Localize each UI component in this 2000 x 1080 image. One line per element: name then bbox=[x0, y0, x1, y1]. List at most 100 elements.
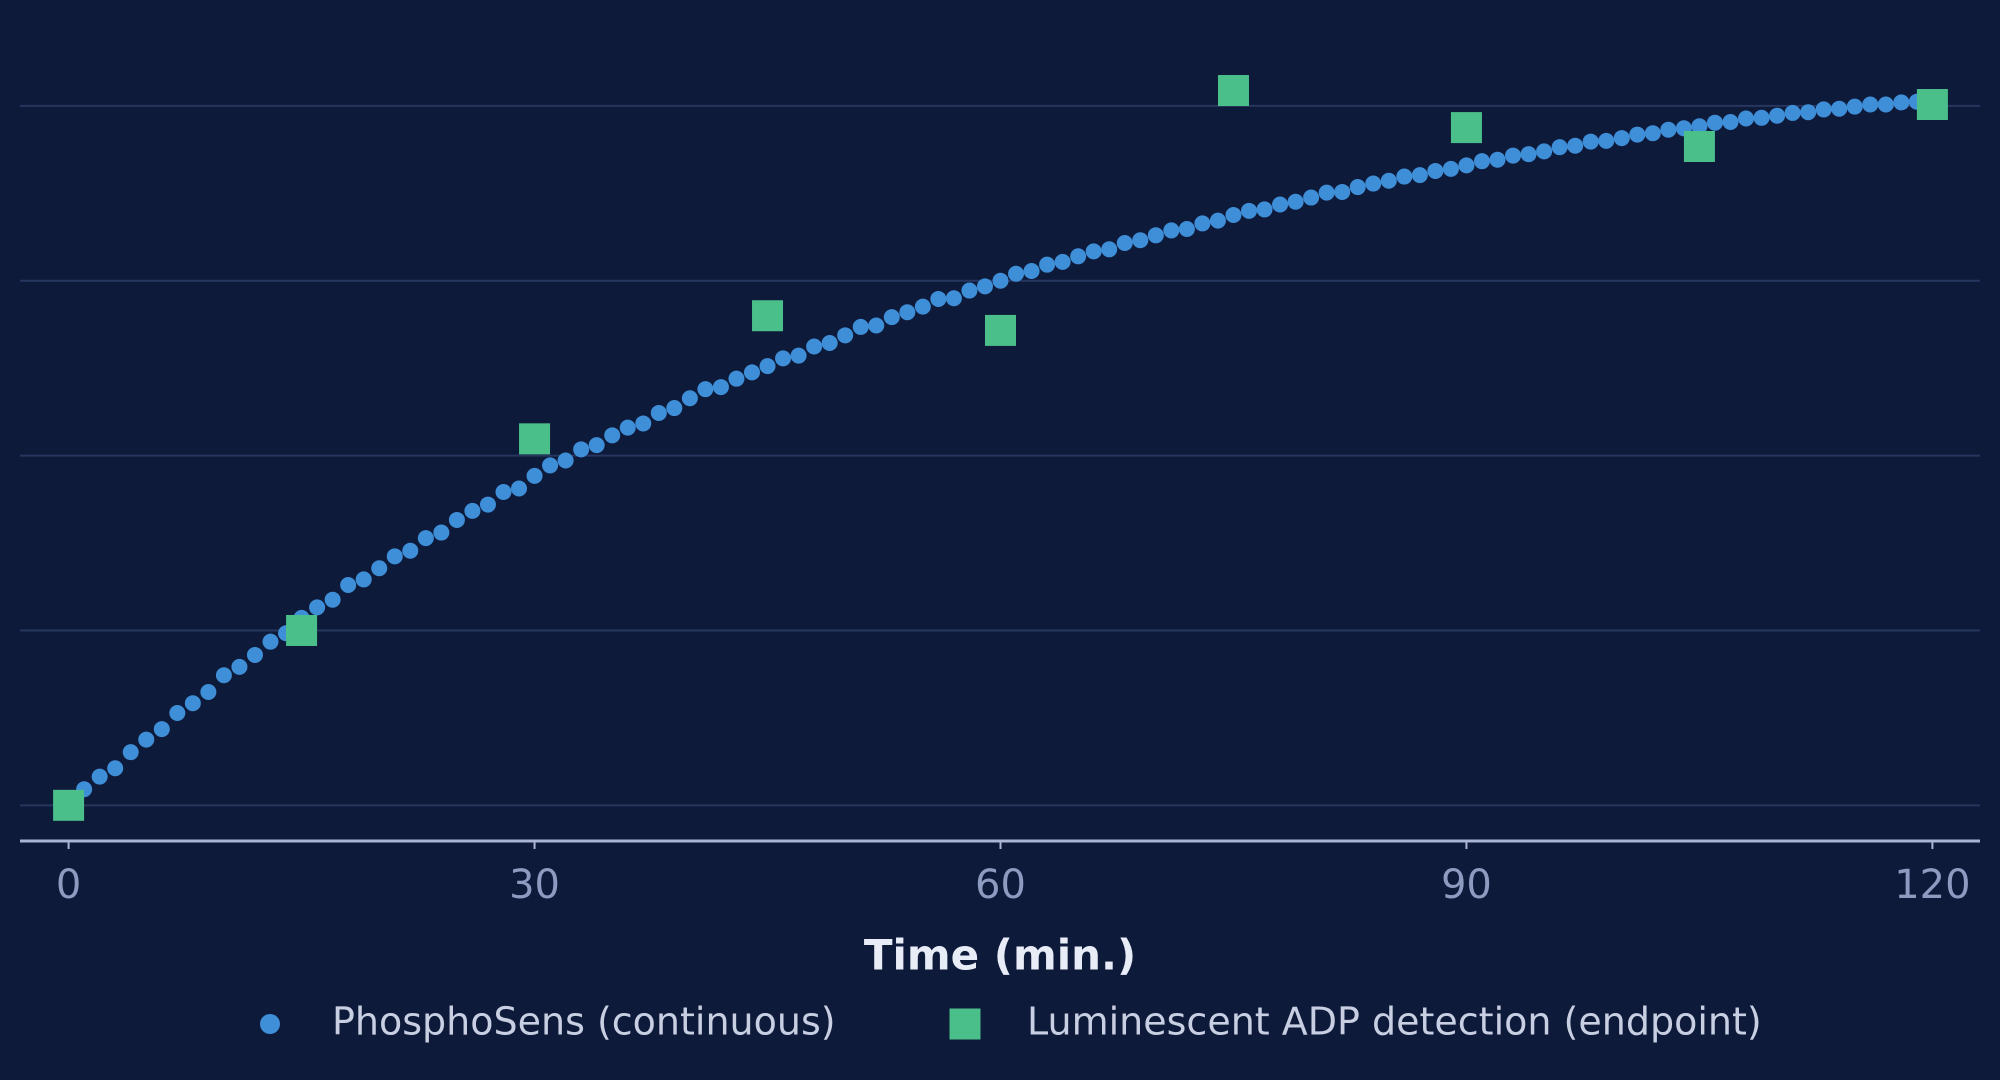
circle-point bbox=[588, 437, 605, 454]
circle-point bbox=[215, 667, 232, 684]
circle-point bbox=[417, 530, 434, 547]
circle-point bbox=[806, 338, 823, 355]
circle-point bbox=[1893, 94, 1910, 111]
circle-point bbox=[433, 524, 450, 541]
circle-point bbox=[961, 282, 978, 299]
circle-point bbox=[246, 646, 263, 663]
circle-point bbox=[1427, 162, 1444, 179]
circle-point bbox=[169, 705, 186, 722]
circle-point bbox=[1691, 118, 1708, 135]
square-point bbox=[1217, 75, 1249, 107]
circle-point bbox=[386, 548, 403, 565]
circle-point bbox=[262, 633, 279, 650]
circle-point bbox=[899, 304, 916, 321]
square-point bbox=[286, 614, 318, 646]
circle-point bbox=[355, 571, 372, 588]
circle-point bbox=[1489, 151, 1506, 168]
circle-point bbox=[666, 400, 683, 417]
circle-point bbox=[1225, 207, 1242, 224]
circle-point bbox=[914, 298, 931, 315]
circle-point bbox=[1598, 132, 1615, 149]
circle-point bbox=[821, 335, 838, 352]
square-point bbox=[519, 423, 551, 455]
circle-point bbox=[557, 452, 574, 469]
circle-point bbox=[1877, 96, 1894, 113]
circle-point bbox=[1815, 101, 1832, 118]
x-tick-label: 90 bbox=[1441, 862, 1492, 908]
circle-point bbox=[464, 502, 481, 519]
circle-point bbox=[1706, 114, 1723, 131]
circle-point bbox=[1396, 168, 1413, 185]
circle-point bbox=[883, 309, 900, 326]
circle-point bbox=[448, 511, 465, 528]
circle-point bbox=[1458, 157, 1475, 174]
circle-point bbox=[122, 744, 139, 761]
circle-point bbox=[1008, 265, 1025, 282]
circle-point bbox=[1054, 253, 1071, 270]
circle-point bbox=[1194, 215, 1211, 232]
circle-point bbox=[1442, 160, 1459, 177]
circle-point bbox=[697, 381, 714, 398]
circle-point bbox=[992, 272, 1009, 289]
circle-point bbox=[1256, 201, 1273, 218]
circle-point bbox=[1831, 100, 1848, 117]
circle-point bbox=[681, 390, 698, 407]
circle-point bbox=[200, 684, 217, 701]
circle-point bbox=[743, 364, 760, 381]
circle-point bbox=[402, 542, 419, 559]
legend-label: Luminescent ADP detection (endpoint) bbox=[1027, 1000, 1762, 1044]
circle-point bbox=[976, 278, 993, 295]
circle-point bbox=[1318, 184, 1335, 201]
circle-point bbox=[324, 591, 341, 608]
circle-point bbox=[1380, 172, 1397, 189]
circle-point bbox=[1629, 126, 1646, 143]
circle-point bbox=[573, 441, 590, 458]
square-point bbox=[985, 314, 1016, 346]
legend-label: PhosphoSens (continuous) bbox=[332, 1000, 836, 1044]
circle-point bbox=[1116, 234, 1133, 251]
circle-point bbox=[1070, 248, 1087, 265]
circle-point bbox=[1753, 109, 1770, 126]
circle-point bbox=[1023, 262, 1040, 279]
square-point bbox=[752, 300, 784, 332]
circle-point bbox=[1101, 241, 1118, 258]
circle-point bbox=[790, 347, 807, 364]
circle-point bbox=[1505, 147, 1522, 164]
circle-point bbox=[1334, 183, 1351, 200]
circle-point bbox=[1738, 110, 1755, 127]
circle-point bbox=[495, 483, 512, 500]
circle-point bbox=[1800, 104, 1817, 121]
circle-point bbox=[852, 318, 869, 335]
square-point bbox=[1450, 112, 1482, 144]
circle-point bbox=[728, 370, 745, 387]
circle-point bbox=[619, 419, 636, 436]
circle-point bbox=[1644, 125, 1661, 142]
circle-point bbox=[1085, 243, 1102, 260]
square-point bbox=[1683, 130, 1715, 162]
circle-point bbox=[930, 290, 947, 307]
circle-point bbox=[1567, 137, 1584, 154]
circle-point bbox=[1303, 189, 1320, 206]
circle-point bbox=[1147, 227, 1164, 244]
circle-point bbox=[1784, 104, 1801, 121]
x-axis-title: Time (min.) bbox=[864, 931, 1136, 980]
circle-point bbox=[1272, 196, 1289, 213]
circle-point bbox=[511, 480, 528, 497]
circle-point bbox=[1536, 143, 1553, 160]
x-tick-label: 0 bbox=[56, 862, 81, 908]
circle-point bbox=[1365, 175, 1382, 192]
circle-point bbox=[1349, 179, 1366, 196]
circle-point bbox=[1520, 146, 1537, 163]
circle-point bbox=[1163, 222, 1180, 239]
circle-point bbox=[542, 457, 559, 474]
circle-point bbox=[91, 768, 108, 785]
circle-point bbox=[1132, 232, 1149, 249]
circle-point bbox=[759, 358, 776, 375]
circle-point bbox=[107, 760, 124, 777]
circle-point bbox=[184, 695, 201, 712]
circle-point bbox=[231, 658, 248, 675]
circle-point bbox=[1209, 212, 1226, 229]
legend-marker bbox=[949, 1008, 981, 1040]
circle-point bbox=[650, 404, 667, 421]
